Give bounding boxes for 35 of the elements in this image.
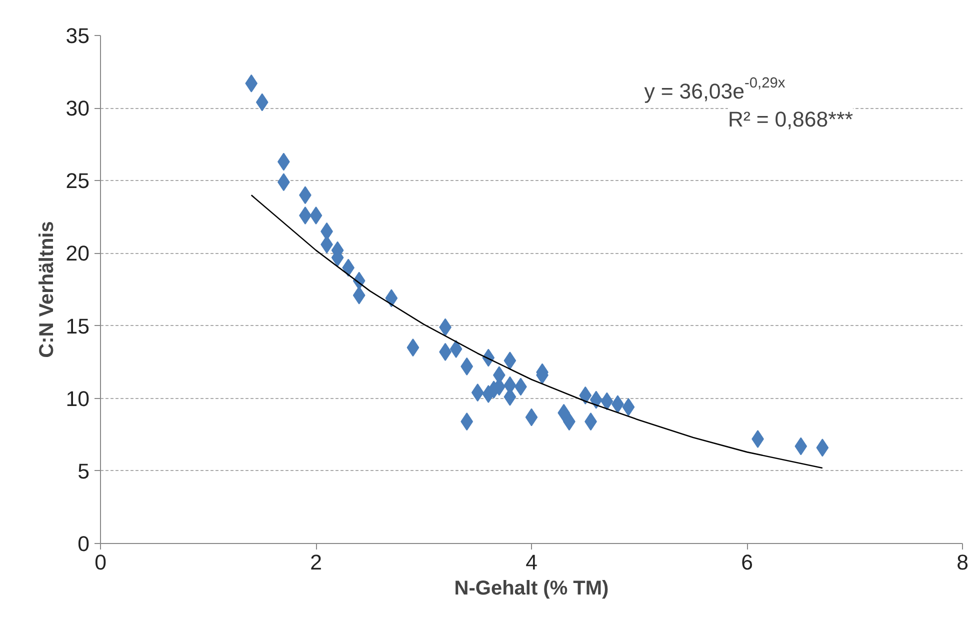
y-tick-label: 25 — [66, 169, 90, 194]
x-tick-label: 2 — [310, 550, 322, 574]
y-tick-label: 35 — [66, 24, 90, 48]
x-tick-label: 8 — [956, 550, 968, 574]
point — [460, 357, 474, 376]
y-tick-label: 20 — [66, 242, 90, 266]
point — [385, 289, 398, 308]
point — [406, 338, 420, 357]
y-axis-title: C:N Verhältnis — [36, 221, 58, 358]
point — [590, 390, 602, 409]
x-tick-label: 6 — [741, 550, 753, 574]
point — [600, 392, 614, 410]
y-tick-label: 10 — [66, 386, 90, 411]
point — [816, 438, 829, 457]
point — [504, 352, 516, 370]
point — [310, 206, 322, 224]
point — [450, 340, 462, 358]
x-axis-title: N-Gehalt (% TM) — [454, 578, 609, 600]
y-tick-label: 5 — [78, 459, 90, 484]
x-tick-label: 0 — [94, 550, 107, 574]
point — [471, 384, 484, 402]
y-tick-label: 15 — [66, 314, 90, 338]
x-tick-label: 4 — [526, 550, 538, 574]
point — [245, 74, 258, 92]
point — [460, 412, 474, 431]
point — [794, 437, 808, 456]
point — [256, 93, 268, 112]
y-tick-label: 30 — [66, 96, 90, 121]
point — [352, 286, 366, 304]
y-tick-label: 0 — [78, 532, 90, 556]
annotation: R² = 0,868*** — [728, 108, 854, 132]
line-series — [250, 194, 824, 469]
point — [579, 386, 592, 404]
point — [525, 408, 538, 426]
point — [622, 398, 635, 416]
